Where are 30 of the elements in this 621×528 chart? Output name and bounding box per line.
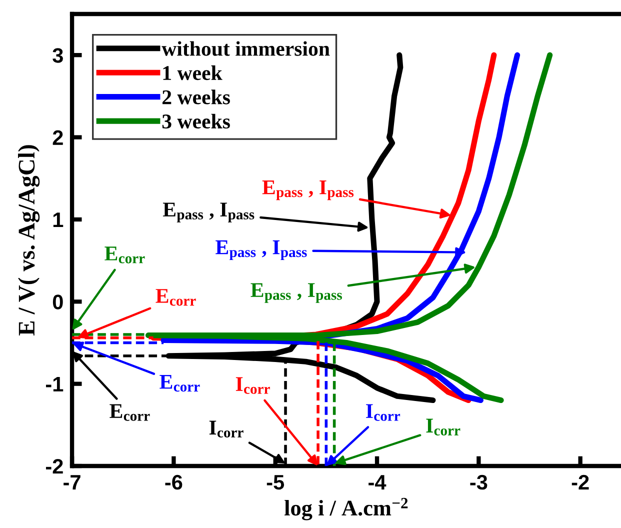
annotation: E$_{pass}$ , I$_{pass}$ xyxy=(162,202,254,222)
x-tick-label: -2 xyxy=(572,474,589,490)
y-tick-label: 2 xyxy=(52,130,63,145)
x-axis-title: log i / A.cm$^{−2}$ xyxy=(284,498,408,520)
annotation: I$_{corr}$ xyxy=(426,418,460,436)
y-tick-label: 1 xyxy=(53,212,64,228)
annotation: E$_{corr}$ xyxy=(104,246,145,264)
annotation: E$_{pass}$ , I$_{pass}$ xyxy=(216,240,307,260)
y-tick-label: 0 xyxy=(52,294,63,310)
x-tick-label: -4 xyxy=(368,475,386,490)
x-tick-label: -5 xyxy=(266,475,284,490)
annotation: E$_{corr}$ xyxy=(110,404,150,421)
legend-label: 3 weeks xyxy=(162,114,230,129)
annotation: E$_{corr}$ xyxy=(156,289,196,306)
x-tick-label: -3 xyxy=(470,474,488,490)
y-axis-title: E / V( vs. Ag/AgCl) xyxy=(18,145,40,336)
x-tick-label: -6 xyxy=(165,474,182,490)
y-tick-label: -1 xyxy=(46,377,64,392)
annotation: E$_{pass}$ , I$_{pass}$ xyxy=(250,283,342,303)
legend-label: without immersion xyxy=(162,41,330,56)
x-tick-label: -7 xyxy=(64,475,80,490)
y-tick-label: 3 xyxy=(52,48,63,63)
annotation: E$_{corr}$ xyxy=(160,374,200,392)
y-tick-label: -2 xyxy=(46,459,63,474)
annotation: E$_{pass}$ , I$_{pass}$ xyxy=(262,180,354,200)
annotation: I$_{corr}$ xyxy=(209,420,244,438)
annotation: I$_{corr}$ xyxy=(366,404,400,421)
legend-label: 1 week xyxy=(163,65,222,80)
legend-label: 2 weeks xyxy=(162,90,230,104)
annotation: I$_{corr}$ xyxy=(236,377,270,394)
